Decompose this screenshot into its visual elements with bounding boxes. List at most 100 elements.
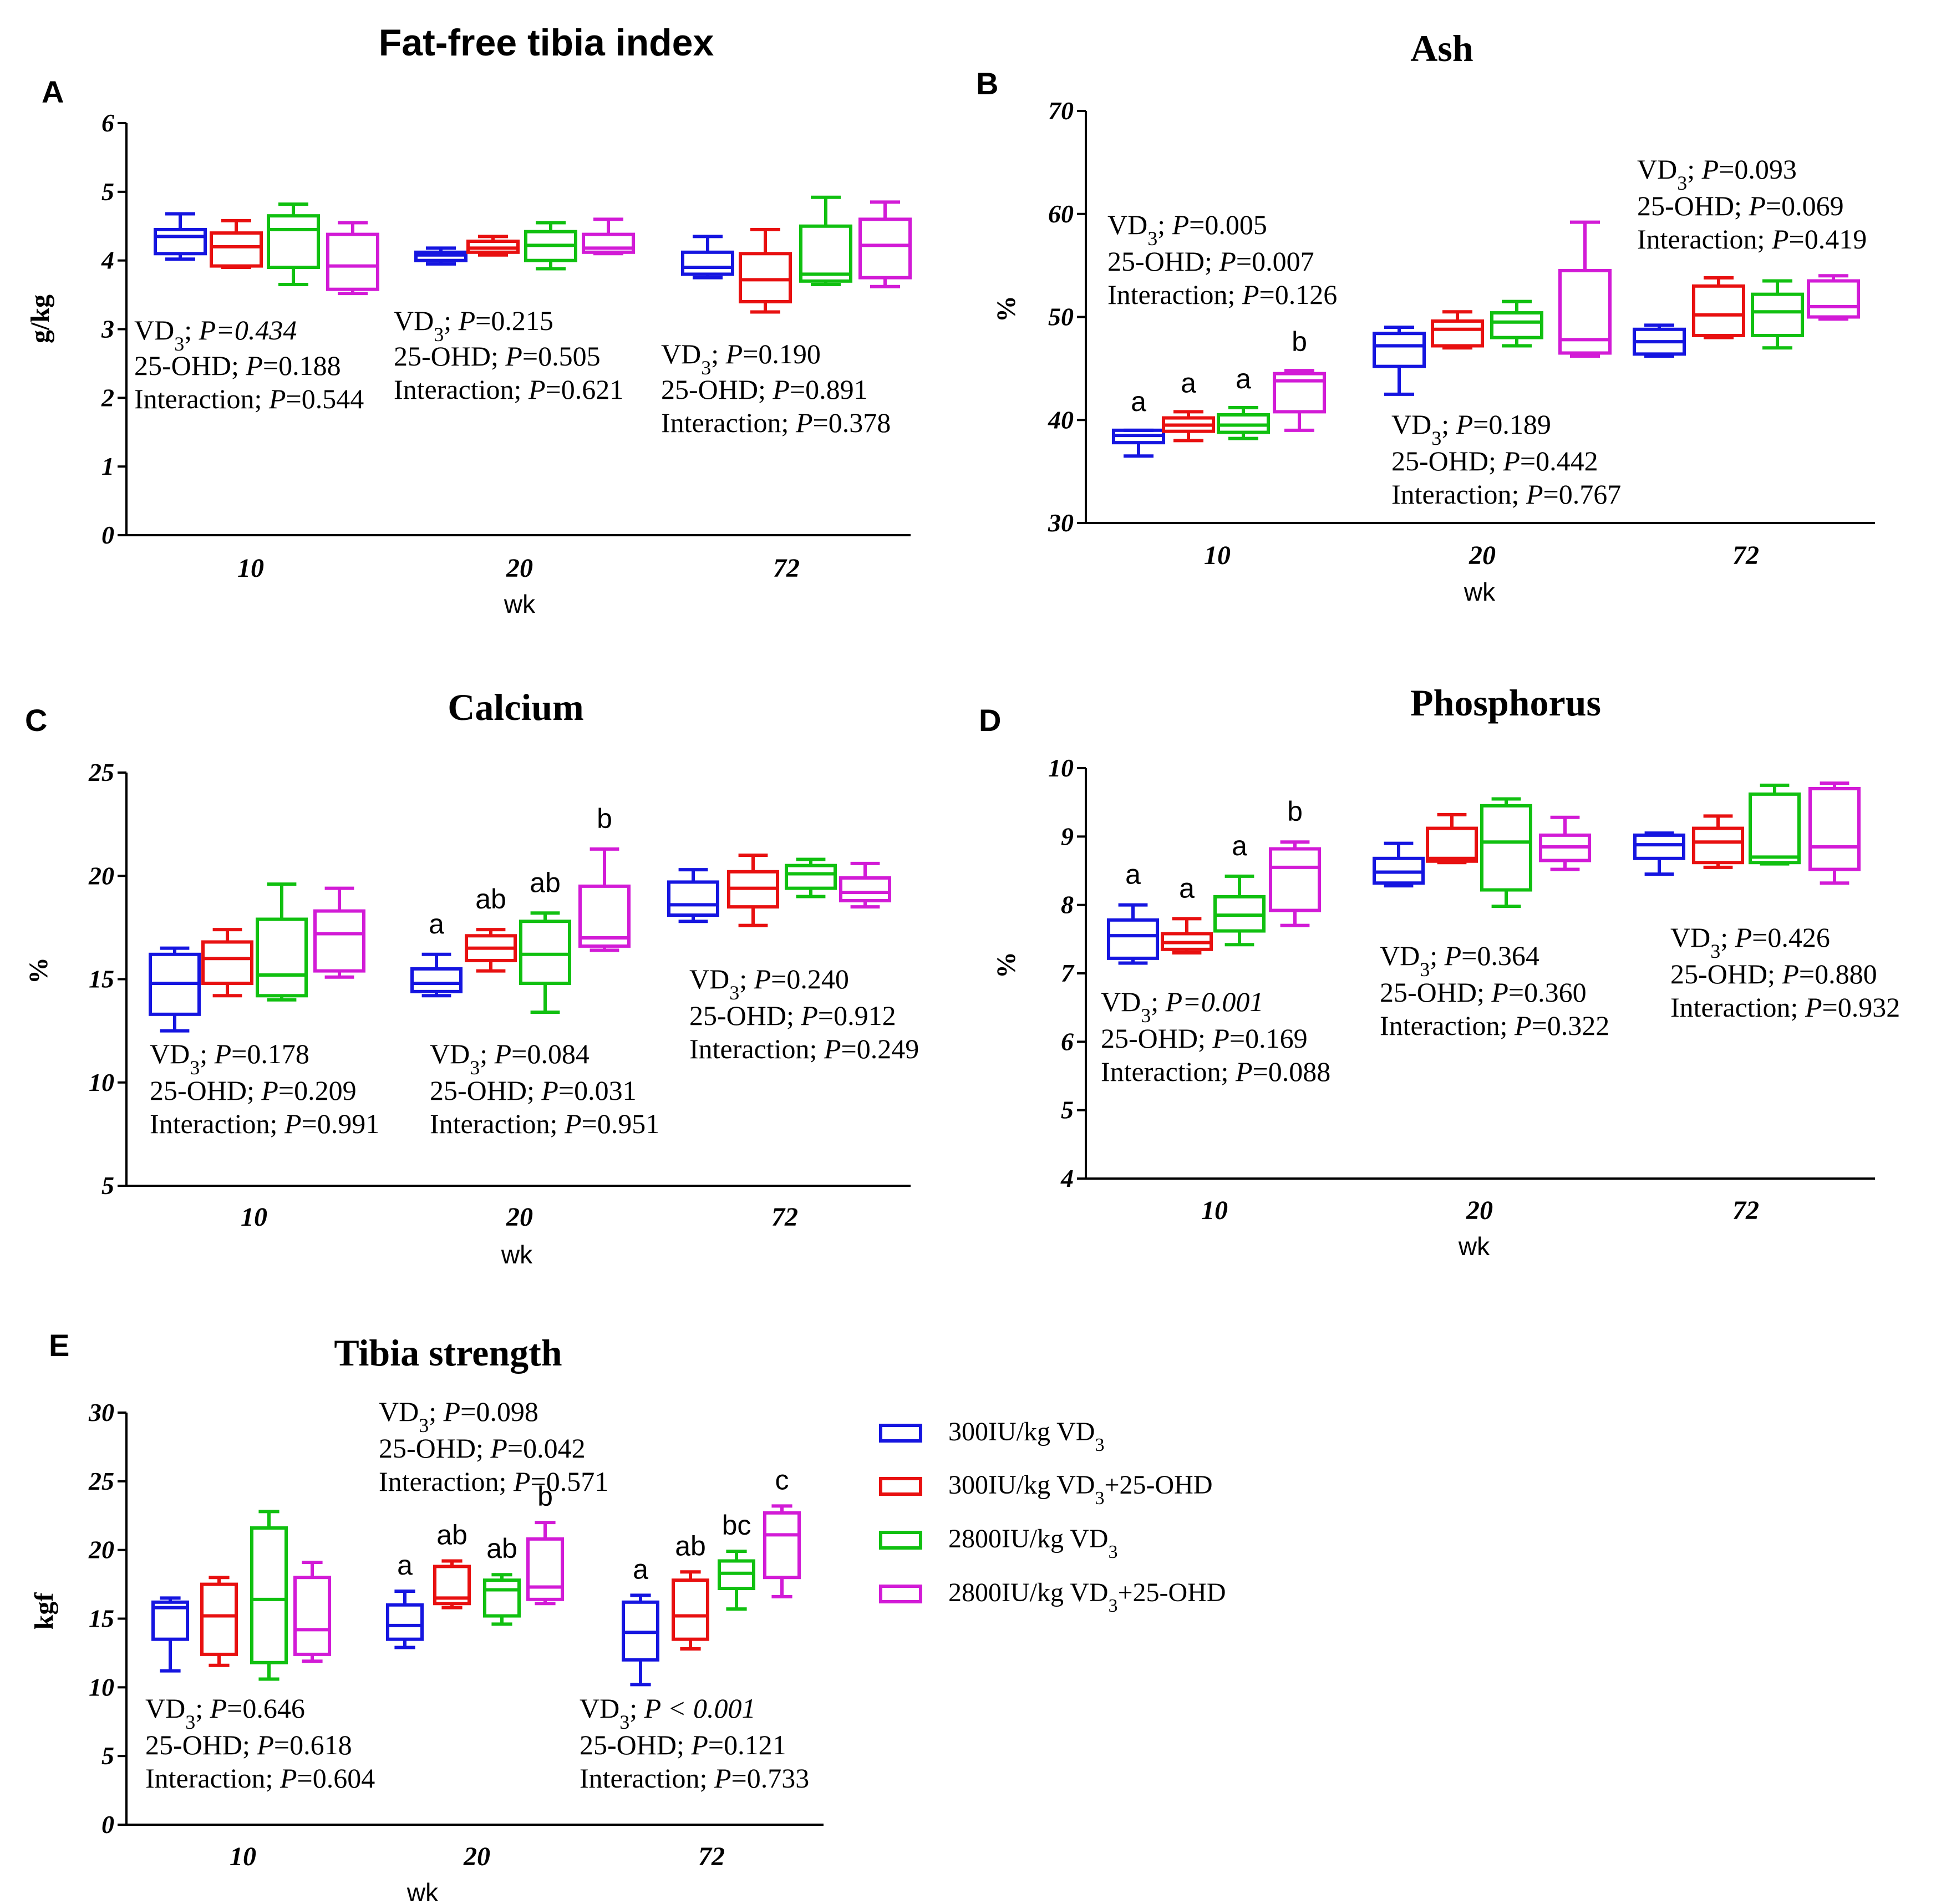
stat-ohd: 25-OHD; P=0.031 bbox=[430, 1075, 637, 1106]
box-iqr bbox=[313, 909, 365, 973]
box-iqr bbox=[839, 876, 891, 902]
y-tick-label: 1 bbox=[101, 452, 114, 480]
stat-vd3-value: =0.084 bbox=[511, 1038, 590, 1069]
y-tick-label: 10 bbox=[1048, 754, 1074, 782]
stat-ohd: 25-OHD; P=0.069 bbox=[1637, 190, 1844, 221]
stat-vd3-value: =0.098 bbox=[460, 1396, 538, 1427]
significance-letter: ab bbox=[436, 1519, 468, 1550]
stat-p: P bbox=[690, 1729, 708, 1760]
stat-vd3-value: =0.215 bbox=[475, 305, 553, 336]
box-plot bbox=[1269, 840, 1321, 927]
box-iqr bbox=[250, 1526, 288, 1664]
stat-p: P bbox=[256, 1729, 274, 1760]
x-tick-label: 20 bbox=[506, 1202, 533, 1232]
stat-ohd: 25-OHD; P=0.188 bbox=[134, 350, 341, 381]
stat-inter-value: =0.604 bbox=[297, 1763, 375, 1794]
stat-vd3: VD3; P=0.426 bbox=[1670, 922, 1830, 962]
stat-ohd-value: =0.505 bbox=[522, 341, 601, 372]
stat-p: P bbox=[1701, 154, 1719, 185]
x-tick-label: 20 bbox=[506, 554, 533, 583]
stat-vd3-sub: 3 bbox=[1677, 172, 1687, 194]
legend-item: 300IU/kg VD3 bbox=[879, 1417, 1104, 1455]
box-plot bbox=[256, 882, 308, 1002]
box-plot bbox=[1431, 310, 1484, 350]
stat-ohd: 25-OHD; P=0.042 bbox=[379, 1433, 586, 1464]
y-tick-label: 20 bbox=[88, 861, 114, 890]
stat-ohd-value: =0.169 bbox=[1229, 1023, 1308, 1054]
y-tick-label: 0 bbox=[101, 521, 114, 549]
box-iqr bbox=[267, 214, 320, 270]
significance-letter: a bbox=[1179, 872, 1195, 903]
stat-vd3-sub: 3 bbox=[1141, 1004, 1151, 1027]
stat-p: P bbox=[1781, 958, 1799, 989]
box-iqr bbox=[293, 1576, 331, 1656]
significance-letter: a bbox=[1232, 830, 1247, 861]
stat-sep: ; bbox=[1720, 922, 1735, 953]
stat-p: P bbox=[199, 314, 216, 346]
stat-interaction: Interaction; P=0.419 bbox=[1637, 224, 1867, 255]
legend-sub: 3 bbox=[1108, 1596, 1117, 1616]
box-plot bbox=[1161, 917, 1213, 954]
stat-ohd-label: 25-OHD; bbox=[1670, 958, 1782, 989]
box-iqr bbox=[326, 232, 379, 291]
stat-p: P bbox=[280, 1763, 297, 1794]
box-plot bbox=[839, 861, 891, 909]
x-tick-label: 72 bbox=[698, 1842, 725, 1871]
stat-inter-label: Interaction; bbox=[150, 1108, 284, 1139]
box-iqr bbox=[1107, 918, 1159, 960]
panel-letter: D bbox=[979, 703, 1001, 738]
stat-inter-label: Interaction; bbox=[580, 1763, 714, 1794]
stat-p: P bbox=[214, 1038, 232, 1069]
stat-ohd: 25-OHD; P=0.209 bbox=[150, 1075, 357, 1106]
stat-inter-label: Interaction; bbox=[1391, 479, 1526, 510]
box-plot bbox=[267, 202, 320, 287]
stat-vd3-sub: 3 bbox=[1431, 427, 1441, 449]
stat-vd3-sub: 3 bbox=[1420, 958, 1430, 981]
panel-letter: B bbox=[976, 66, 998, 101]
box-iqr bbox=[410, 967, 463, 993]
stat-vd3-value: =0.001 bbox=[1182, 986, 1263, 1017]
y-tick-label: 7 bbox=[1061, 959, 1075, 987]
box-iqr bbox=[578, 884, 631, 948]
legend-label: 300IU/kg VD3 bbox=[948, 1417, 1104, 1455]
stat-p: P bbox=[494, 1038, 512, 1069]
stat-sep: ; bbox=[1157, 209, 1172, 240]
stat-inter-label: Interaction; bbox=[1670, 992, 1805, 1023]
box-plot bbox=[293, 1560, 331, 1663]
stat-inter-value: =0.571 bbox=[531, 1466, 609, 1497]
stat-p: P bbox=[772, 374, 790, 405]
stat-inter-label: Interaction; bbox=[430, 1108, 565, 1139]
stat-p: P bbox=[1444, 940, 1462, 971]
y-tick-label: 30 bbox=[1048, 509, 1074, 537]
stat-p: P bbox=[1491, 977, 1508, 1008]
stat-vd3-sub: 3 bbox=[419, 1414, 429, 1436]
stat-vd3: VD3; P=0.189 bbox=[1391, 409, 1551, 449]
stat-vd3-label: VD bbox=[1101, 986, 1141, 1017]
box-iqr bbox=[1692, 826, 1744, 865]
stat-interaction: Interaction; P=0.733 bbox=[580, 1763, 809, 1794]
stat-ohd: 25-OHD; P=0.442 bbox=[1391, 445, 1598, 476]
stat-vd3-sub: 3 bbox=[434, 323, 444, 346]
stat-vd3-value: =0.426 bbox=[1752, 922, 1830, 953]
x-tick-label: 10 bbox=[1204, 541, 1231, 570]
stat-p: P bbox=[541, 1075, 558, 1106]
stat-ohd: 25-OHD; P=0.618 bbox=[145, 1729, 352, 1760]
significance-letter: a bbox=[1131, 386, 1146, 417]
stat-inter-value: =0.544 bbox=[286, 383, 364, 414]
stat-inter-value: =0.951 bbox=[582, 1108, 660, 1139]
box-iqr bbox=[763, 1511, 801, 1580]
stat-ohd: 25-OHD; P=0.505 bbox=[394, 341, 601, 372]
stat-sep: ; bbox=[1430, 940, 1444, 971]
x-tick-label: 20 bbox=[1468, 541, 1496, 570]
stat-p: P bbox=[1514, 1010, 1532, 1041]
y-tick-label: 5 bbox=[101, 1741, 114, 1770]
box-plot bbox=[578, 847, 631, 952]
stat-p: P bbox=[1218, 246, 1236, 277]
box-iqr bbox=[200, 1582, 238, 1656]
box-plot bbox=[1373, 841, 1425, 888]
stat-vd3-value: =0.189 bbox=[1473, 409, 1551, 440]
x-tick-label: 72 bbox=[1732, 1196, 1759, 1225]
stat-p: P bbox=[754, 963, 771, 994]
